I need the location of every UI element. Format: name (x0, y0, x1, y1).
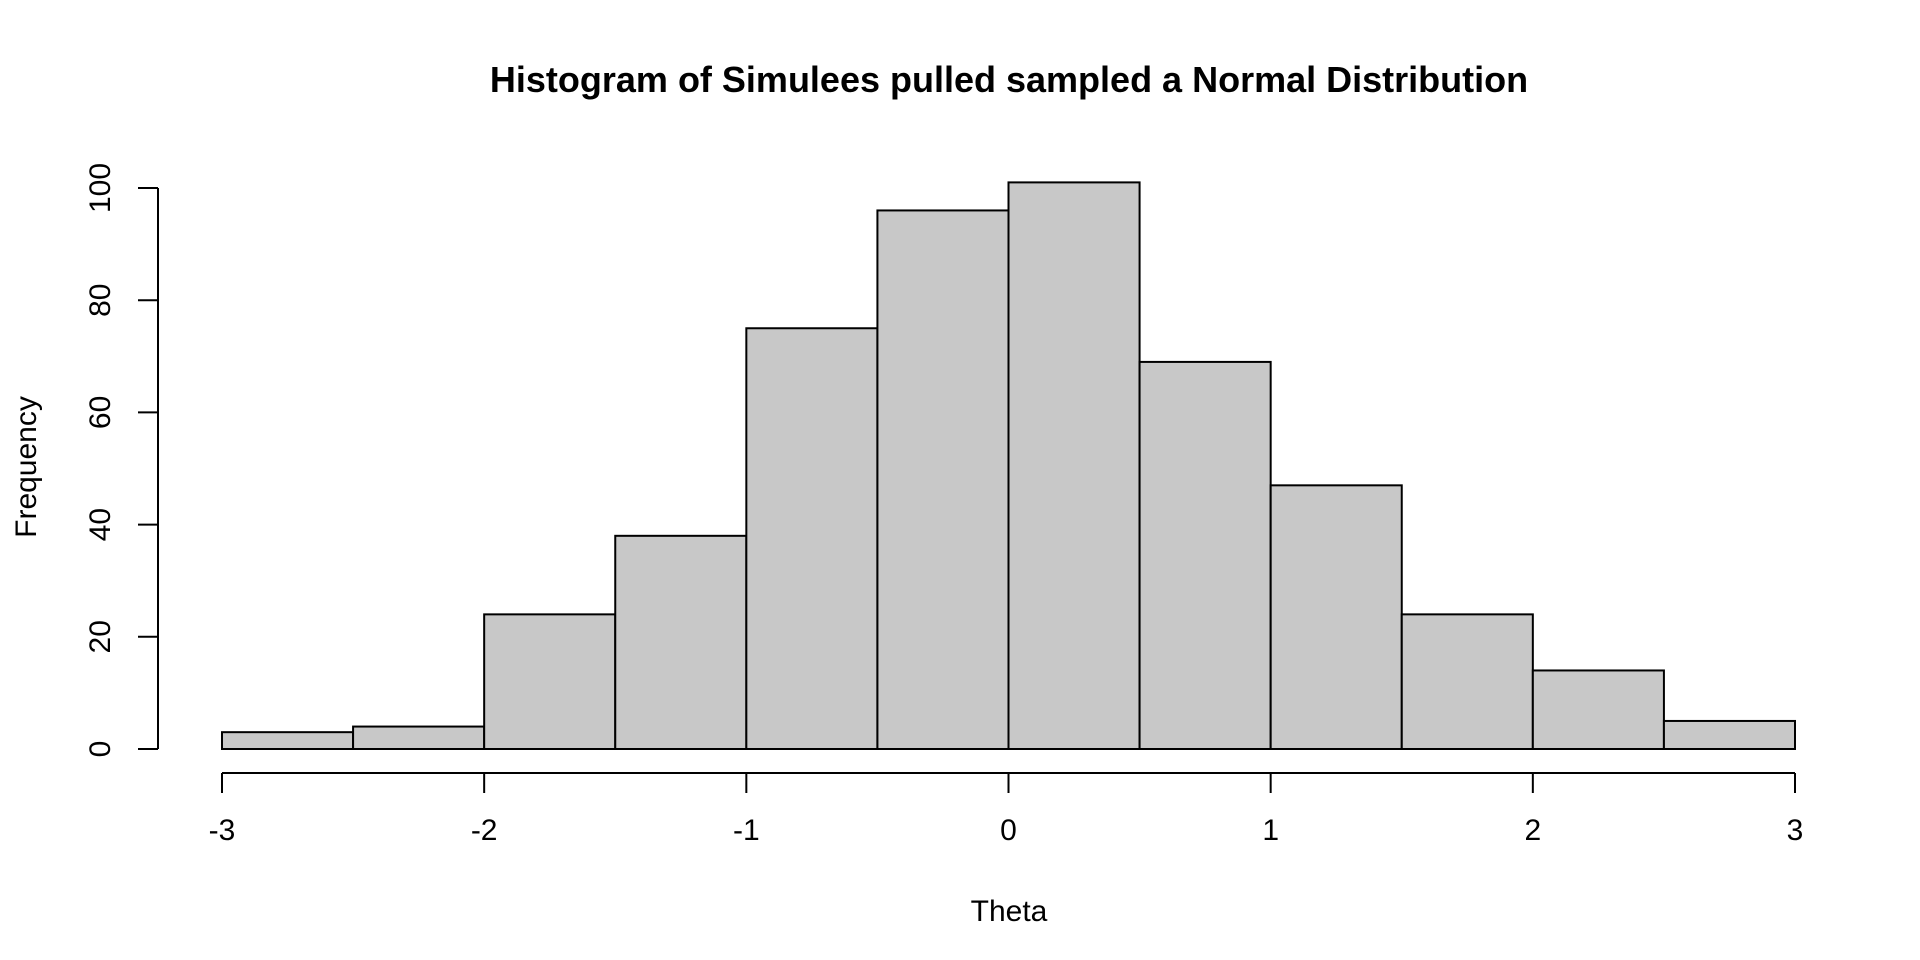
y-axis-label: Frequency (10, 396, 43, 538)
histogram-bar (1269, 484, 1403, 750)
x-tick-label: -1 (733, 814, 760, 847)
y-tick-label: 20 (84, 620, 117, 653)
y-tick-label: 60 (84, 396, 117, 429)
y-tick-label: 100 (84, 163, 117, 213)
histogram-bar (1138, 360, 1272, 750)
x-tick-label: -3 (209, 814, 236, 847)
x-axis: -3 -2 -1 0 1 2 3 (209, 772, 1804, 847)
histogram-bar (1662, 719, 1796, 751)
histogram-bars (221, 181, 1796, 751)
x-tick-label: 1 (1262, 814, 1279, 847)
histogram-bar (1007, 181, 1141, 750)
y-tick-label: 80 (84, 284, 117, 317)
x-tick-label: -2 (471, 814, 498, 847)
y-tick-label: 40 (84, 508, 117, 541)
y-axis: 0 20 40 60 80 100 (84, 163, 159, 758)
x-tick-label: 3 (1787, 814, 1804, 847)
histogram-bar (352, 725, 486, 750)
histogram-bar (876, 209, 1010, 750)
histogram-bar (1531, 669, 1665, 751)
x-tick-label: 0 (1000, 814, 1017, 847)
histogram-bar (614, 534, 748, 750)
x-tick-label: 2 (1524, 814, 1541, 847)
y-tick-label: 0 (84, 741, 117, 758)
chart-title: Histogram of Simulees pulled sampled a N… (490, 59, 1528, 100)
histogram-bar (745, 327, 879, 750)
histogram-bar (221, 731, 355, 750)
histogram-bar (1400, 613, 1534, 750)
x-axis-label: Theta (971, 895, 1048, 928)
histogram-bar (483, 613, 617, 750)
